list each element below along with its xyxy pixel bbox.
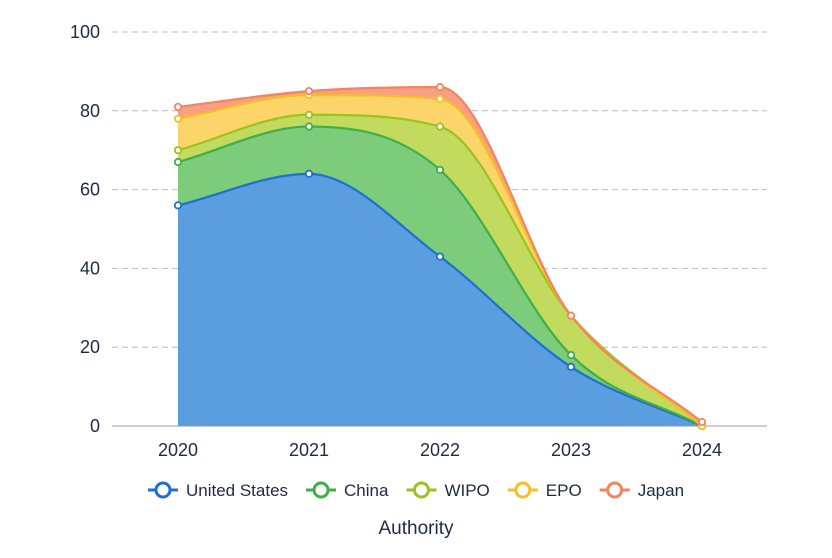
x-tick-label: 2021 bbox=[289, 440, 329, 460]
data-point[interactable] bbox=[435, 122, 445, 131]
data-points bbox=[173, 83, 707, 431]
legend-item-china[interactable]: China bbox=[306, 481, 389, 500]
y-tick-label: 40 bbox=[80, 258, 100, 278]
data-point[interactable] bbox=[435, 83, 445, 92]
data-point[interactable] bbox=[435, 94, 445, 104]
line-wipo bbox=[177, 113, 703, 427]
data-point[interactable] bbox=[304, 169, 314, 178]
legend-label: EPO bbox=[546, 481, 582, 500]
legend-marker bbox=[154, 481, 172, 499]
x-tick-label: 2020 bbox=[158, 440, 198, 460]
data-point[interactable] bbox=[566, 311, 576, 320]
data-point[interactable] bbox=[173, 157, 183, 167]
legend-label: WIPO bbox=[444, 481, 489, 500]
legend-item-united-states[interactable]: United States bbox=[147, 481, 288, 500]
legend-marker bbox=[412, 481, 430, 499]
data-point[interactable] bbox=[173, 102, 183, 111]
legend-marker bbox=[606, 481, 624, 499]
data-point[interactable] bbox=[566, 350, 576, 360]
y-axis: 0 20 40 60 80 100 bbox=[70, 22, 100, 436]
x-axis: 2020 2021 2022 2023 2024 bbox=[158, 440, 722, 460]
legend-label: Japan bbox=[638, 481, 684, 500]
y-tick-label: 100 bbox=[70, 22, 100, 42]
series-lines bbox=[177, 86, 703, 428]
data-point[interactable] bbox=[304, 87, 314, 96]
legend-title: Authority bbox=[379, 518, 454, 539]
data-point[interactable] bbox=[435, 252, 445, 261]
legend-item-epo[interactable]: EPO bbox=[507, 481, 582, 500]
data-point[interactable] bbox=[304, 122, 314, 131]
x-tick-label: 2023 bbox=[551, 440, 591, 460]
data-point[interactable] bbox=[435, 165, 445, 174]
data-point[interactable] bbox=[173, 114, 183, 123]
x-tick-label: 2022 bbox=[420, 440, 460, 460]
data-point[interactable] bbox=[697, 417, 707, 427]
legend-item-japan[interactable]: Japan bbox=[599, 481, 684, 500]
legend-label: United States bbox=[186, 481, 288, 500]
x-tick-label: 2024 bbox=[682, 440, 722, 460]
data-point[interactable] bbox=[566, 362, 576, 371]
y-tick-label: 80 bbox=[80, 101, 100, 121]
y-tick-label: 60 bbox=[80, 180, 100, 200]
data-point[interactable] bbox=[173, 146, 183, 155]
data-point[interactable] bbox=[173, 201, 183, 210]
legend-label: China bbox=[344, 481, 389, 500]
legend-item-wipo[interactable]: WIPO bbox=[406, 481, 490, 500]
y-tick-label: 0 bbox=[90, 416, 100, 436]
y-tick-label: 20 bbox=[80, 337, 100, 357]
area-united-states bbox=[178, 173, 702, 426]
line-china bbox=[177, 125, 703, 427]
legend-marker bbox=[312, 481, 330, 499]
legend-marker bbox=[514, 481, 532, 499]
data-point[interactable] bbox=[304, 110, 314, 119]
line-japan bbox=[177, 86, 703, 423]
legend: United States China WIPO EPO Japan bbox=[147, 481, 684, 500]
